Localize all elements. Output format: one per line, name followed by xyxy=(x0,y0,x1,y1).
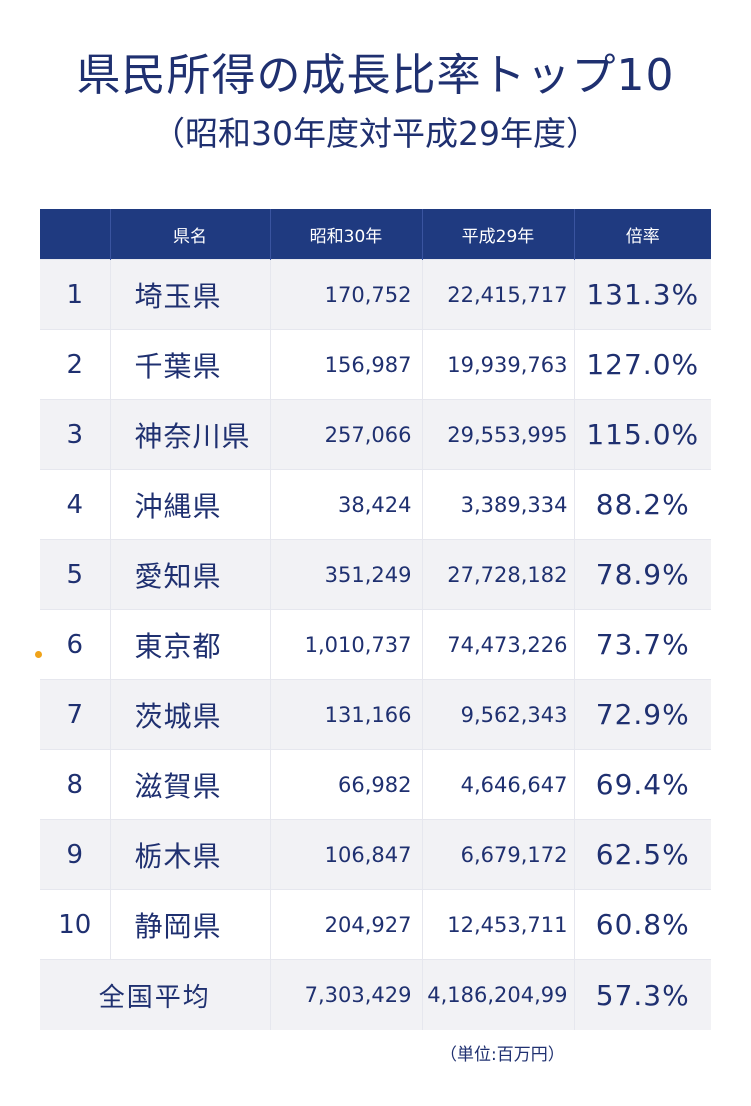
average-row: 全国平均 7,303,429 4,186,204,99 57.3% xyxy=(40,959,711,1030)
heisei29-cell: 74,473,226 xyxy=(421,609,574,680)
prefecture-cell: 埼玉県 xyxy=(109,259,270,330)
header-rank xyxy=(40,209,110,260)
prefecture-cell: 神奈川県 xyxy=(109,399,270,470)
average-heisei29: 4,186,204,99 xyxy=(421,959,574,1030)
table-row: 10 静岡県 204,927 12,453,711 60.8% xyxy=(40,889,711,960)
showa30-cell: 204,927 xyxy=(269,889,422,960)
table-row: 8 滋賀県 66,982 4,646,647 69.4% xyxy=(40,749,711,820)
showa30-cell: 257,066 xyxy=(269,399,422,470)
showa30-cell: 1,010,737 xyxy=(269,609,422,680)
average-label: 全国平均 xyxy=(40,959,270,1030)
rank-cell: 1 xyxy=(40,259,110,330)
ratio-cell: 131.3% xyxy=(573,259,711,330)
chart-title: 県民所得の成長比率トップ10 xyxy=(76,50,675,101)
heisei29-cell: 22,415,717 xyxy=(421,259,574,330)
rank-cell: 4 xyxy=(40,469,110,540)
prefecture-cell: 千葉県 xyxy=(109,329,270,400)
average-ratio: 57.3% xyxy=(573,959,711,1030)
ratio-cell: 60.8% xyxy=(573,889,711,960)
heisei29-cell: 29,553,995 xyxy=(421,399,574,470)
ratio-cell: 88.2% xyxy=(573,469,711,540)
rank-cell: 3 xyxy=(40,399,110,470)
table-row: 2 千葉県 156,987 19,939,763 127.0% xyxy=(40,329,711,400)
prefecture-cell: 栃木県 xyxy=(109,819,270,890)
unit-note: （単位:百万円） xyxy=(440,1045,565,1065)
rank-cell: 8 xyxy=(40,749,110,820)
prefecture-cell: 沖縄県 xyxy=(109,469,270,540)
ratio-cell: 78.9% xyxy=(573,539,711,610)
income-growth-table: 県名 昭和30年 平成29年 倍率 1 埼玉県 170,752 22,415,717 1… xyxy=(40,209,711,1030)
table-header-row: 県名 昭和30年 平成29年 倍率 xyxy=(40,209,711,260)
table-row: 1 埼玉県 170,752 22,415,717 131.3% xyxy=(40,259,711,330)
showa30-cell: 38,424 xyxy=(269,469,422,540)
heisei29-cell: 6,679,172 xyxy=(421,819,574,890)
table-row: 5 愛知県 351,249 27,728,182 78.9% xyxy=(40,539,711,610)
heisei29-cell: 27,728,182 xyxy=(421,539,574,610)
header-prefecture: 県名 xyxy=(109,209,270,260)
showa30-cell: 66,982 xyxy=(269,749,422,820)
rank-cell: 7 xyxy=(40,679,110,750)
showa30-cell: 170,752 xyxy=(269,259,422,330)
prefecture-cell: 愛知県 xyxy=(109,539,270,610)
ratio-cell: 72.9% xyxy=(573,679,711,750)
ratio-cell: 62.5% xyxy=(573,819,711,890)
prefecture-cell: 静岡県 xyxy=(109,889,270,960)
heisei29-cell: 19,939,763 xyxy=(421,329,574,400)
heisei29-cell: 12,453,711 xyxy=(421,889,574,960)
table-row: 6 東京都 1,010,737 74,473,226 73.7% xyxy=(40,609,711,680)
heisei29-cell: 9,562,343 xyxy=(421,679,574,750)
heisei29-cell: 3,389,334 xyxy=(421,469,574,540)
rank-cell: 9 xyxy=(40,819,110,890)
prefecture-cell: 東京都 xyxy=(109,609,270,680)
rank-cell: 5 xyxy=(40,539,110,610)
header-ratio: 倍率 xyxy=(573,209,711,260)
average-showa30: 7,303,429 xyxy=(269,959,422,1030)
showa30-cell: 106,847 xyxy=(269,819,422,890)
rank-cell: 6 xyxy=(40,609,110,680)
showa30-cell: 351,249 xyxy=(269,539,422,610)
heisei29-cell: 4,646,647 xyxy=(421,749,574,820)
rank-cell: 2 xyxy=(40,329,110,400)
table-row: 4 沖縄県 38,424 3,389,334 88.2% xyxy=(40,469,711,540)
showa30-cell: 156,987 xyxy=(269,329,422,400)
rank-cell: 10 xyxy=(40,889,110,960)
ratio-cell: 69.4% xyxy=(573,749,711,820)
table-row: 9 栃木県 106,847 6,679,172 62.5% xyxy=(40,819,711,890)
header-heisei29: 平成29年 xyxy=(421,209,574,260)
ratio-cell: 115.0% xyxy=(573,399,711,470)
prefecture-cell: 茨城県 xyxy=(109,679,270,750)
showa30-cell: 131,166 xyxy=(269,679,422,750)
table-row: 3 神奈川県 257,066 29,553,995 115.0% xyxy=(40,399,711,470)
chart-subtitle: （昭和30年度対平成29年度） xyxy=(152,114,599,153)
ratio-cell: 73.7% xyxy=(573,609,711,680)
marker-dot xyxy=(35,651,42,658)
table-row: 7 茨城県 131,166 9,562,343 72.9% xyxy=(40,679,711,750)
prefecture-cell: 滋賀県 xyxy=(109,749,270,820)
ratio-cell: 127.0% xyxy=(573,329,711,400)
header-showa30: 昭和30年 xyxy=(269,209,422,260)
